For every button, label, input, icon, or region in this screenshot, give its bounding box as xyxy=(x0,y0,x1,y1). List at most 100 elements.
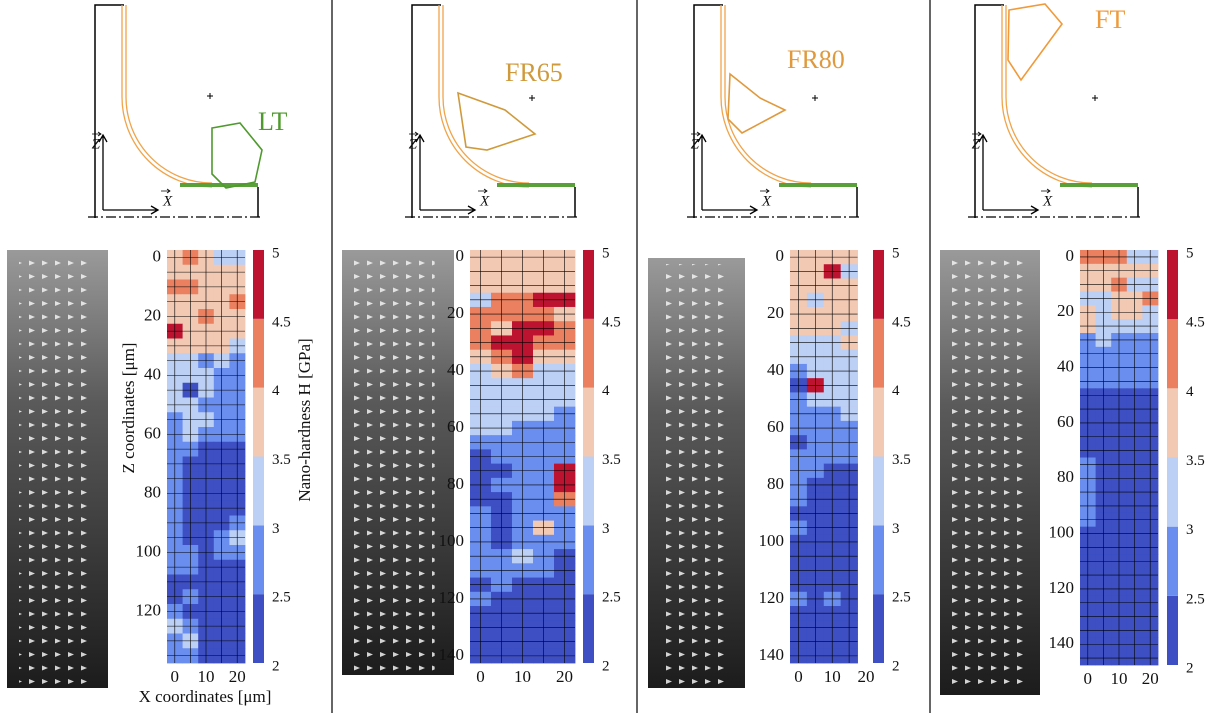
y-tick-label: 120 xyxy=(136,600,162,619)
tool-schematic: Z X FT xyxy=(968,3,1140,218)
x-arrow xyxy=(103,205,160,215)
y-tick-label: 100 xyxy=(439,531,465,550)
y-tick-label: 60 xyxy=(1057,412,1074,431)
y-tick-label: 40 xyxy=(447,360,464,379)
y-tick-label: 120 xyxy=(1049,578,1075,597)
colorbar-tick-label: 3.5 xyxy=(892,452,911,468)
frame xyxy=(693,4,723,218)
tool-label: FT xyxy=(1095,5,1125,34)
tool-schematic: Z X LT xyxy=(88,4,287,218)
colorbar-tick-label: 5 xyxy=(1186,245,1194,261)
colorbar-bin xyxy=(873,250,884,319)
y-tick-label: 140 xyxy=(439,645,465,664)
colorbar-tick-label: 3 xyxy=(602,521,610,537)
x-symbol: X xyxy=(162,193,173,209)
x-tick-label: 20 xyxy=(1142,669,1159,688)
colorbar-tick-label: 2.5 xyxy=(272,590,291,606)
colorbar-bin xyxy=(583,525,594,595)
colorbar-tick-label: 2.5 xyxy=(602,590,621,606)
y-tick-label: 0 xyxy=(456,246,465,265)
z-vec-arrow xyxy=(409,131,419,137)
x-arrow xyxy=(702,205,759,215)
y-tick-label: 140 xyxy=(1049,633,1075,652)
rotation-center xyxy=(207,93,213,99)
y-tick-label: 20 xyxy=(1057,301,1074,320)
colorbar-tick-label: 4.5 xyxy=(602,314,621,330)
x-tick-label: 10 xyxy=(198,667,215,686)
z-arrow xyxy=(98,133,108,210)
y-tick-label: 80 xyxy=(447,474,464,493)
colorbar-bin xyxy=(873,456,884,526)
y-tick-label: 20 xyxy=(767,303,784,322)
x-vec-arrow xyxy=(1041,188,1051,194)
indent-array xyxy=(952,256,1024,691)
tool-schematic: Z X FR80 xyxy=(687,4,859,218)
x-tick-label: 10 xyxy=(514,667,531,686)
colorbar-tick-label: 5 xyxy=(892,245,900,261)
z-vec-arrow xyxy=(691,131,701,137)
colorbar-tick-label: 3 xyxy=(272,521,280,537)
x-symbol: X xyxy=(1042,193,1053,209)
profile-inner xyxy=(442,5,530,184)
colorbar-bin xyxy=(253,387,264,457)
colorbar-tick-label: 2.5 xyxy=(1186,591,1205,607)
colorbar-bin xyxy=(1167,457,1178,527)
colorbar-label: Nano-hardness H [GPa] xyxy=(295,338,314,501)
indent-array xyxy=(19,256,92,684)
colorbar-bin xyxy=(253,250,264,319)
colorbar-bin xyxy=(583,387,594,457)
indent-array xyxy=(354,256,435,671)
x-tick-label: 0 xyxy=(1084,669,1093,688)
y-tick-label: 20 xyxy=(144,305,161,324)
x-symbol: X xyxy=(761,193,772,209)
x-vec-arrow xyxy=(161,188,171,194)
colorbar-tick-label: 4.5 xyxy=(1186,315,1205,331)
x-vec-arrow xyxy=(760,188,770,194)
y-tick-label: 0 xyxy=(153,246,162,265)
profile-inner xyxy=(1005,5,1093,184)
colorbar-tick-label: 2 xyxy=(602,658,610,674)
y-tick-label: 80 xyxy=(767,474,784,493)
z-arrow xyxy=(697,133,707,210)
x-tick-label: 20 xyxy=(229,667,246,686)
x-tick-label: 10 xyxy=(824,667,841,686)
colorbar-tick-label: 3.5 xyxy=(272,452,291,468)
colorbar-bin xyxy=(253,594,264,663)
indent-array xyxy=(660,264,730,684)
tool-edge xyxy=(211,122,263,189)
y-tick-label: 80 xyxy=(144,482,161,501)
rotation-center xyxy=(812,95,818,101)
y-tick-label: 60 xyxy=(144,423,161,442)
frame xyxy=(411,4,441,218)
x-tick-label: 20 xyxy=(858,667,875,686)
colorbar-bin xyxy=(873,525,884,595)
tool-label: LT xyxy=(258,107,287,136)
colorbar-bin xyxy=(253,525,264,595)
colorbar-tick-label: 4.5 xyxy=(892,314,911,330)
colorbar-bin xyxy=(253,318,264,388)
y-axis-label: Z coordinates [μm] xyxy=(119,343,138,474)
colorbar-bin xyxy=(1167,250,1178,320)
colorbar-tick-label: 4.5 xyxy=(272,314,291,330)
colorbar-bin xyxy=(583,594,594,663)
rotation-center xyxy=(1092,95,1098,101)
colorbar-bin xyxy=(873,594,884,663)
profile-outer xyxy=(121,5,213,188)
colorbar-tick-label: 4 xyxy=(272,383,280,399)
tool-label: FR80 xyxy=(787,45,845,74)
colorbar-bin xyxy=(583,456,594,526)
y-tick-label: 100 xyxy=(759,531,785,550)
y-tick-label: 20 xyxy=(447,303,464,322)
colorbar-bin xyxy=(1167,526,1178,596)
rotation-center xyxy=(529,95,535,101)
colorbar-tick-label: 2 xyxy=(1186,660,1194,676)
profile-inner xyxy=(724,5,812,184)
profile-inner xyxy=(125,5,213,184)
x-tick-label: 0 xyxy=(794,667,803,686)
y-tick-label: 80 xyxy=(1057,467,1074,486)
profile-outer xyxy=(720,5,812,188)
tool-edge xyxy=(727,72,787,134)
x-vec-arrow xyxy=(478,188,488,194)
colorbar-tick-label: 5 xyxy=(272,245,280,261)
colorbar-bin xyxy=(583,250,594,319)
